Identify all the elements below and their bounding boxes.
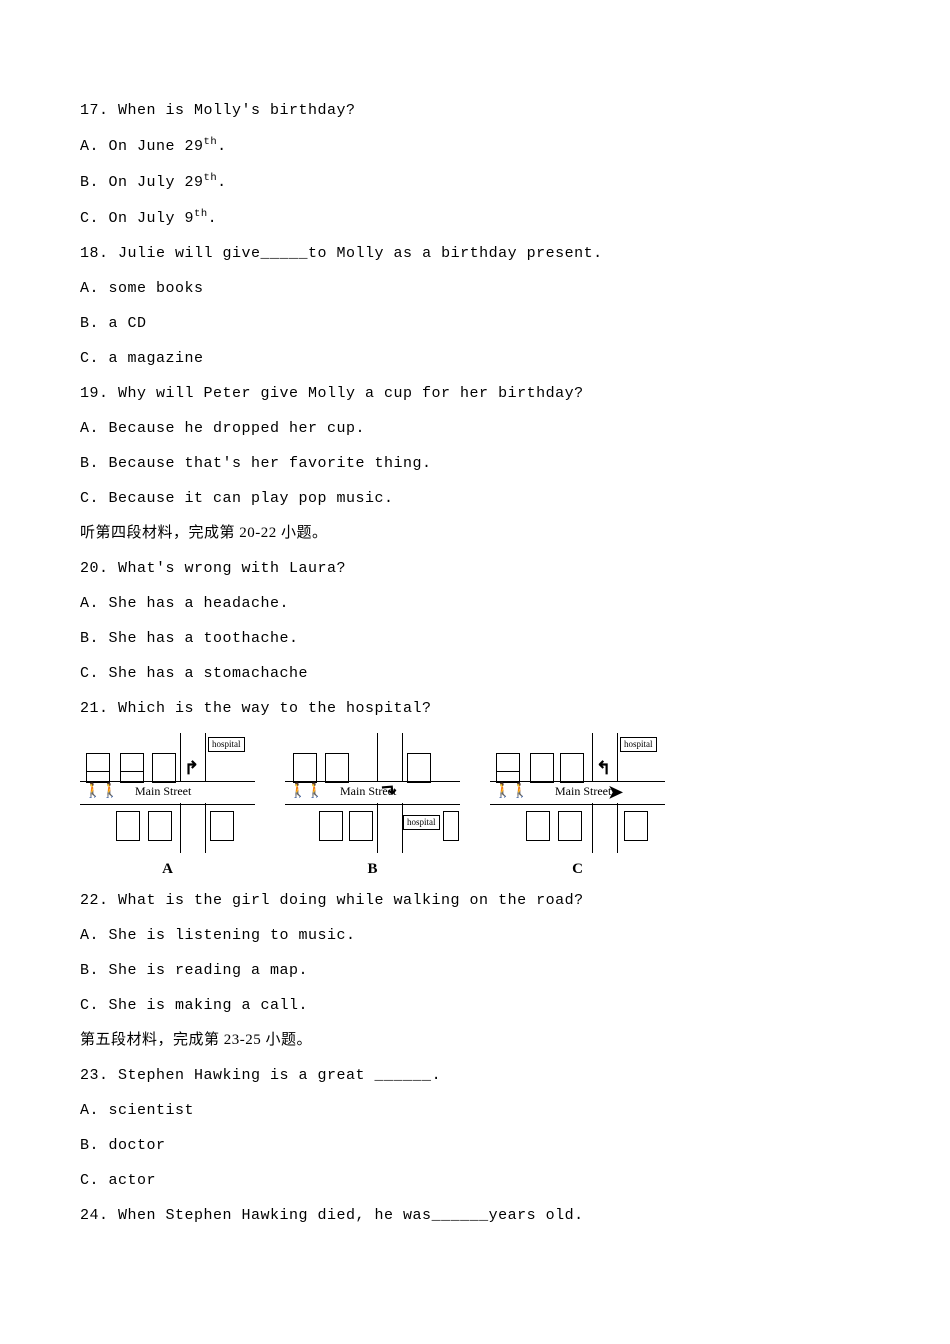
building-icon [152, 753, 176, 783]
arrow-icon: ↱ [184, 759, 199, 777]
q20-c: C. She has a stomachache [80, 663, 870, 684]
q18-post: to Molly as a birthday present. [308, 245, 603, 262]
q23-post: . [432, 1067, 442, 1084]
q22-c: C. She is making a call. [80, 995, 870, 1016]
blank-icon: ______ [375, 1067, 432, 1084]
building-icon [293, 753, 317, 783]
q23-prompt: 23. Stephen Hawking is a great ______. [80, 1065, 870, 1086]
q17-c-text: C. On July 9 [80, 210, 194, 227]
building-icon [624, 811, 648, 841]
map-c: hospital ↱ ➤ Main Street 🚶🚶 [490, 733, 665, 853]
q19-c: C. Because it can play pop music. [80, 488, 870, 509]
building-icon [116, 811, 140, 841]
building-icon [325, 753, 349, 783]
hospital-label: hospital [403, 815, 440, 830]
building-icon [558, 811, 582, 841]
hospital-label: hospital [620, 737, 657, 752]
building-icon [560, 753, 584, 783]
q18-prompt: 18. Julie will give_____to Molly as a bi… [80, 243, 870, 264]
q19-prompt: 19. Why will Peter give Molly a cup for … [80, 383, 870, 404]
q18-a: A. some books [80, 278, 870, 299]
q21-diagram-c: hospital ↱ ➤ Main Street 🚶🚶 C [490, 733, 665, 880]
building-icon [407, 753, 431, 783]
arrow-icon: ↱ [379, 782, 398, 799]
q19-a: A. Because he dropped her cup. [80, 418, 870, 439]
building-icon [443, 811, 459, 841]
q21-label-a: A [162, 859, 173, 880]
q22-prompt: 22. What is the girl doing while walking… [80, 890, 870, 911]
map-a: hospital ↱ Main Street 🚶🚶 [80, 733, 255, 853]
q17-a-sup: th [204, 136, 218, 148]
q21-prompt: 21. Which is the way to the hospital? [80, 698, 870, 719]
q20-prompt: 20. What's wrong with Laura? [80, 558, 870, 579]
building-icon [148, 811, 172, 841]
hospital-label: hospital [208, 737, 245, 752]
building-icon [349, 811, 373, 841]
q17-b-text: B. On July 29 [80, 174, 204, 191]
q17-b-sup: th [204, 172, 218, 184]
q17-c-sup: th [194, 208, 208, 220]
building-icon [496, 753, 520, 772]
building-icon [319, 811, 343, 841]
q21-diagram-b: Main Street 🚶🚶 ↱ hospital B [285, 733, 460, 880]
q17-prompt: 17. When is Molly's birthday? [80, 100, 870, 121]
building-icon [120, 753, 144, 772]
q20-b: B. She has a toothache. [80, 628, 870, 649]
q17-c: C. On July 9th. [80, 207, 870, 229]
q23-pre: 23. Stephen Hawking is a great [80, 1067, 375, 1084]
blank-icon: ______ [432, 1207, 489, 1224]
q19-b: B. Because that's her favorite thing. [80, 453, 870, 474]
building-icon [530, 753, 554, 783]
q17-a: A. On June 29th. [80, 135, 870, 157]
q23-a: A. scientist [80, 1100, 870, 1121]
people-icon: 🚶🚶 [494, 785, 529, 799]
q17-a-text: A. On June 29 [80, 138, 204, 155]
q17-c-end: . [208, 210, 218, 227]
q24-pre: 24. When Stephen Hawking died, he was [80, 1207, 432, 1224]
section-4-heading: 听第四段材料，完成第 20-22 小题。 [80, 523, 870, 544]
q21-label-b: B [367, 859, 377, 880]
q18-b: B. a CD [80, 313, 870, 334]
q20-a: A. She has a headache. [80, 593, 870, 614]
building-icon [526, 811, 550, 841]
q21-diagram-a: hospital ↱ Main Street 🚶🚶 A [80, 733, 255, 880]
street-label: Main Street [135, 783, 191, 800]
arrow-icon: ↱ [596, 759, 611, 777]
q23-c: C. actor [80, 1170, 870, 1191]
blank-icon: _____ [261, 245, 309, 262]
q17-b-end: . [217, 174, 227, 191]
street-label: Main Street [555, 783, 611, 800]
map-b: Main Street 🚶🚶 ↱ hospital [285, 733, 460, 853]
people-icon: 🚶🚶 [84, 785, 119, 799]
q17-b: B. On July 29th. [80, 171, 870, 193]
building-icon [210, 811, 234, 841]
q22-a: A. She is listening to music. [80, 925, 870, 946]
q24-prompt: 24. When Stephen Hawking died, he was___… [80, 1205, 870, 1226]
q18-pre: 18. Julie will give [80, 245, 261, 262]
section-5-heading: 第五段材料，完成第 23-25 小题。 [80, 1030, 870, 1051]
q18-c: C. a magazine [80, 348, 870, 369]
q21-label-c: C [572, 859, 583, 880]
people-icon: 🚶🚶 [289, 785, 324, 799]
q23-b: B. doctor [80, 1135, 870, 1156]
q24-post: years old. [489, 1207, 584, 1224]
q17-a-end: . [217, 138, 227, 155]
q22-b: B. She is reading a map. [80, 960, 870, 981]
building-icon [86, 753, 110, 772]
q21-diagrams: hospital ↱ Main Street 🚶🚶 A Main Street … [80, 733, 870, 880]
